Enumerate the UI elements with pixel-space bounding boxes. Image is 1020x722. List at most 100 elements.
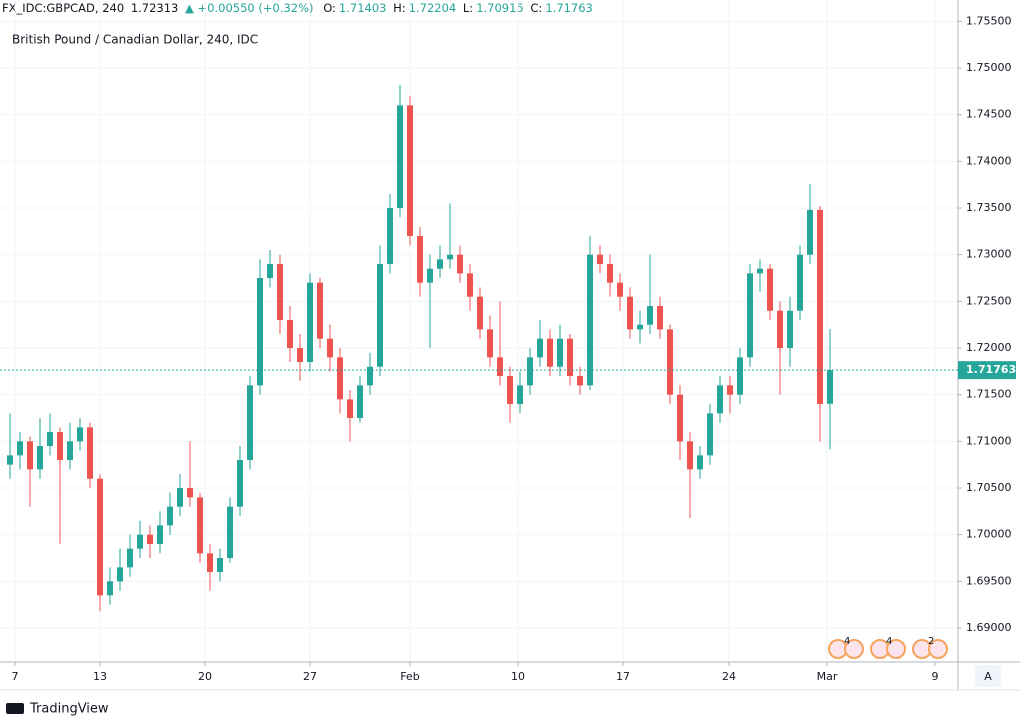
auto-scale-button[interactable] [975,665,1001,687]
candle-body [757,268,763,274]
candle-body [587,254,593,386]
candle-body [137,534,143,549]
candle-body [827,370,833,404]
c-label: C: [530,1,543,15]
x-tick-label: 7 [12,670,19,683]
x-tick-label: Mar [817,670,838,683]
event-icon [928,639,948,659]
candle-body [407,105,413,237]
candle-body [77,427,83,442]
x-tick-label: 24 [722,670,736,683]
candle-body [807,209,813,255]
candle-body [817,209,823,405]
event-count: 4 [886,636,892,647]
candle-body [17,441,23,456]
candle-body [97,478,103,596]
x-tick-label: Feb [400,670,419,683]
candle-body [227,506,233,559]
candle-body [547,338,553,367]
c-value: 1.71763 [545,1,593,15]
candle-body [277,264,283,321]
candle-body [677,394,683,442]
candle-body [297,348,303,363]
candle-body [47,432,53,447]
candle-body [507,376,513,405]
candle-body [217,558,223,573]
candle-body [327,338,333,358]
candle-body [7,455,13,465]
candle-body [107,581,113,596]
o-value: 1.71403 [338,1,387,15]
y-tick-label: 1.70500 [966,481,1012,494]
x-tick-label: 27 [303,670,317,683]
event-icon [886,639,906,659]
candle-body [117,567,123,582]
header: FX_IDC:GBPCAD, 240 1.72313 ▲ +0.00550 (+… [2,1,596,15]
candle-body [187,488,193,498]
candle-body [377,264,383,367]
candle-body [347,399,353,419]
y-tick-label: 1.72500 [966,294,1012,307]
x-tick-label: 20 [198,670,212,683]
candle-body [317,282,323,339]
x-tick-label: 10 [511,670,525,683]
candle-body [27,441,33,470]
candle-body [787,310,793,349]
y-tick-label: 1.74500 [966,108,1012,121]
candle-body [497,357,503,377]
candle-body [687,441,693,470]
candle-body [767,268,773,311]
candle-body [307,282,313,363]
y-tick-label: 1.73500 [966,201,1012,214]
candle-body [157,525,163,545]
candle-body [437,259,443,269]
candle-body [567,338,573,377]
candle-body [517,385,523,405]
change-text: +0.00550 (+0.32%) [197,1,314,15]
candle-body [427,268,433,283]
candle-body [487,329,493,358]
y-tick-label: 1.73000 [966,248,1012,261]
candle-body [207,553,213,573]
x-tick-label: 13 [93,670,107,683]
candle-body [67,441,73,461]
auto-scale-label[interactable]: A [984,670,992,683]
candle-body [57,432,63,461]
candle-body [467,273,473,297]
candle-body [387,208,393,265]
x-tick-label: 17 [616,670,630,683]
candle-body [727,385,733,395]
candle-body [337,357,343,400]
x-tick-label: 9 [932,670,939,683]
candle-body [447,254,453,260]
brand: TradingView [29,702,109,717]
logo [6,703,24,714]
grid [0,0,958,662]
o-label: O: [323,1,336,15]
candle-body [657,306,663,330]
chart-title: British Pound / Canadian Dollar, 240, ID… [12,33,258,47]
event-count: 2 [928,636,934,647]
candle-body [237,460,243,507]
candle-body [707,413,713,456]
candle-body [697,455,703,470]
candle-body [247,385,253,461]
candle-body [537,338,543,358]
candle-body [37,446,43,470]
candle-body [797,254,803,311]
candle-body [197,497,203,554]
event-count: 4 [844,636,850,647]
candle-body [637,324,643,330]
y-tick-label: 1.71000 [966,434,1012,447]
candle-body [87,427,93,479]
candle-body [177,488,183,507]
candle-body [647,306,653,325]
y-tick-label: 1.74000 [966,154,1012,167]
candle-body [527,357,533,386]
h-value: 1.72204 [408,1,457,15]
last-price-label: 1.71763 [966,363,1016,376]
candle-body [597,254,603,265]
candle-body [627,296,633,330]
candle-body [777,310,783,349]
y-tick-label: 1.72000 [966,341,1012,354]
